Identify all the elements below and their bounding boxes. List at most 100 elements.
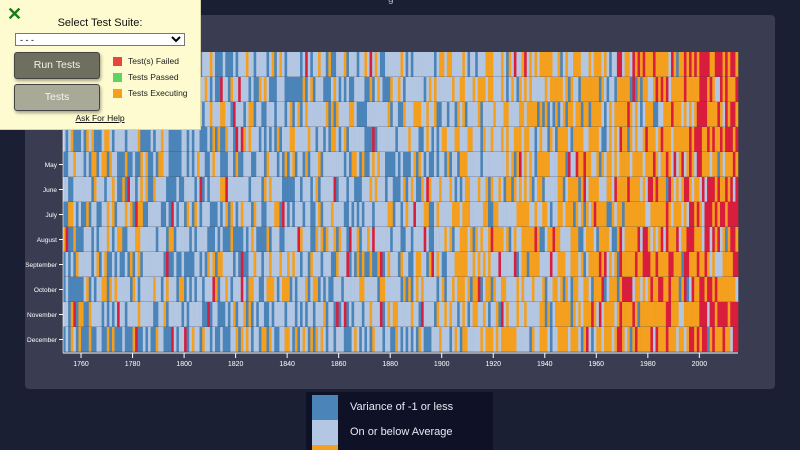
heatmap-cell bbox=[359, 52, 363, 77]
heatmap-cell bbox=[297, 52, 301, 77]
heatmap-cell bbox=[243, 302, 247, 327]
heatmap-cell bbox=[513, 52, 517, 77]
heatmap-cell bbox=[305, 177, 309, 202]
heatmap-cell bbox=[655, 127, 659, 152]
heatmap-cell bbox=[601, 302, 605, 327]
heatmap-cell bbox=[506, 227, 510, 252]
heatmap-cell bbox=[431, 227, 435, 252]
heatmap-cell bbox=[611, 202, 615, 227]
heatmap-cell bbox=[405, 177, 409, 202]
heatmap-cell bbox=[714, 52, 718, 77]
heatmap-cell bbox=[235, 327, 239, 352]
heatmap-cell bbox=[240, 77, 244, 102]
heatmap-cell bbox=[243, 77, 247, 102]
heatmap-cell bbox=[547, 52, 551, 77]
heatmap-cell bbox=[400, 302, 404, 327]
heatmap-cell bbox=[467, 277, 471, 302]
heatmap-cell bbox=[382, 77, 386, 102]
heatmap-cell bbox=[722, 302, 726, 327]
heatmap-cell bbox=[235, 102, 239, 127]
heatmap-cell bbox=[645, 327, 649, 352]
heatmap-cell bbox=[387, 52, 391, 77]
heatmap-cell bbox=[459, 152, 463, 177]
heatmap-cell bbox=[567, 252, 571, 277]
heatmap-cell bbox=[557, 227, 561, 252]
heatmap-cell bbox=[413, 177, 417, 202]
tests-button[interactable]: Tests bbox=[14, 84, 100, 111]
heatmap-cell bbox=[596, 77, 600, 102]
heatmap-cell bbox=[634, 277, 638, 302]
heatmap-cell bbox=[714, 102, 718, 127]
heatmap-cell bbox=[312, 52, 316, 77]
heatmap-cell bbox=[452, 77, 455, 102]
heatmap-cell bbox=[281, 77, 285, 102]
heatmap-cell bbox=[686, 102, 690, 127]
heatmap-cell bbox=[593, 102, 597, 127]
heatmap-cell bbox=[251, 77, 254, 102]
heatmap-cell bbox=[153, 202, 157, 227]
heatmap-cell bbox=[415, 77, 419, 102]
heatmap-cell bbox=[405, 252, 409, 277]
heatmap-cell bbox=[318, 127, 321, 152]
heatmap-cell bbox=[315, 127, 319, 152]
heatmap-cell bbox=[506, 152, 510, 177]
heatmap-cell bbox=[637, 302, 641, 327]
heatmap-cell bbox=[578, 227, 582, 252]
heatmap-cell bbox=[302, 227, 306, 252]
heatmap-cell bbox=[117, 127, 120, 152]
heatmap-cell bbox=[145, 252, 149, 277]
heatmap-cell bbox=[217, 302, 221, 327]
heatmap-cell bbox=[415, 277, 419, 302]
heatmap-cell bbox=[462, 152, 466, 177]
heatmap-cell bbox=[596, 302, 600, 327]
heatmap-cell bbox=[70, 177, 74, 202]
heatmap-cell bbox=[433, 177, 437, 202]
heatmap-cell bbox=[372, 177, 376, 202]
heatmap-cell bbox=[562, 202, 566, 227]
heatmap-cell bbox=[150, 277, 154, 302]
heatmap-cell bbox=[191, 252, 195, 277]
heatmap-cell bbox=[204, 127, 208, 152]
heatmap-cell bbox=[292, 177, 296, 202]
ask-for-help-link[interactable]: Ask For Help bbox=[75, 113, 125, 123]
heatmap-cell bbox=[596, 52, 600, 77]
heatmap-cell bbox=[274, 327, 278, 352]
heatmap-cell bbox=[289, 202, 293, 227]
heatmap-cell bbox=[305, 252, 309, 277]
heatmap-cell bbox=[163, 327, 167, 352]
heatmap-cell bbox=[493, 227, 497, 252]
heatmap-cell bbox=[508, 127, 512, 152]
heatmap-cell bbox=[542, 152, 546, 177]
run-tests-button[interactable]: Run Tests bbox=[14, 52, 100, 79]
heatmap-cell bbox=[717, 152, 721, 177]
heatmap-cell bbox=[629, 302, 633, 327]
close-icon[interactable]: ✕ bbox=[7, 4, 23, 24]
heatmap-cell bbox=[122, 127, 126, 152]
heatmap-cell bbox=[225, 202, 229, 227]
heatmap-cell bbox=[135, 177, 139, 202]
heatmap-cell bbox=[217, 327, 221, 352]
heatmap-cell bbox=[526, 202, 530, 227]
heatmap-cell bbox=[637, 52, 641, 77]
test-suite-select[interactable]: - - - bbox=[15, 33, 185, 46]
heatmap-cell bbox=[263, 152, 267, 177]
heatmap-cell bbox=[196, 127, 200, 152]
heatmap-cell bbox=[591, 252, 595, 277]
heatmap-cell bbox=[475, 227, 479, 252]
heatmap-cell bbox=[153, 327, 157, 352]
heatmap-cell bbox=[624, 277, 628, 302]
heatmap-cell bbox=[537, 127, 540, 152]
heatmap-cell bbox=[735, 202, 739, 227]
heatmap-cell bbox=[570, 327, 574, 352]
heatmap-cell bbox=[428, 327, 432, 352]
heatmap-cell bbox=[83, 177, 87, 202]
heatmap-cell bbox=[343, 302, 347, 327]
heatmap-cell bbox=[387, 152, 391, 177]
heatmap-cell bbox=[318, 202, 321, 227]
heatmap-cell bbox=[196, 177, 200, 202]
heatmap-cell bbox=[261, 327, 265, 352]
heatmap-cell bbox=[351, 152, 355, 177]
heatmap-cell bbox=[475, 102, 479, 127]
heatmap-cell bbox=[676, 77, 680, 102]
heatmap-cell bbox=[495, 327, 499, 352]
